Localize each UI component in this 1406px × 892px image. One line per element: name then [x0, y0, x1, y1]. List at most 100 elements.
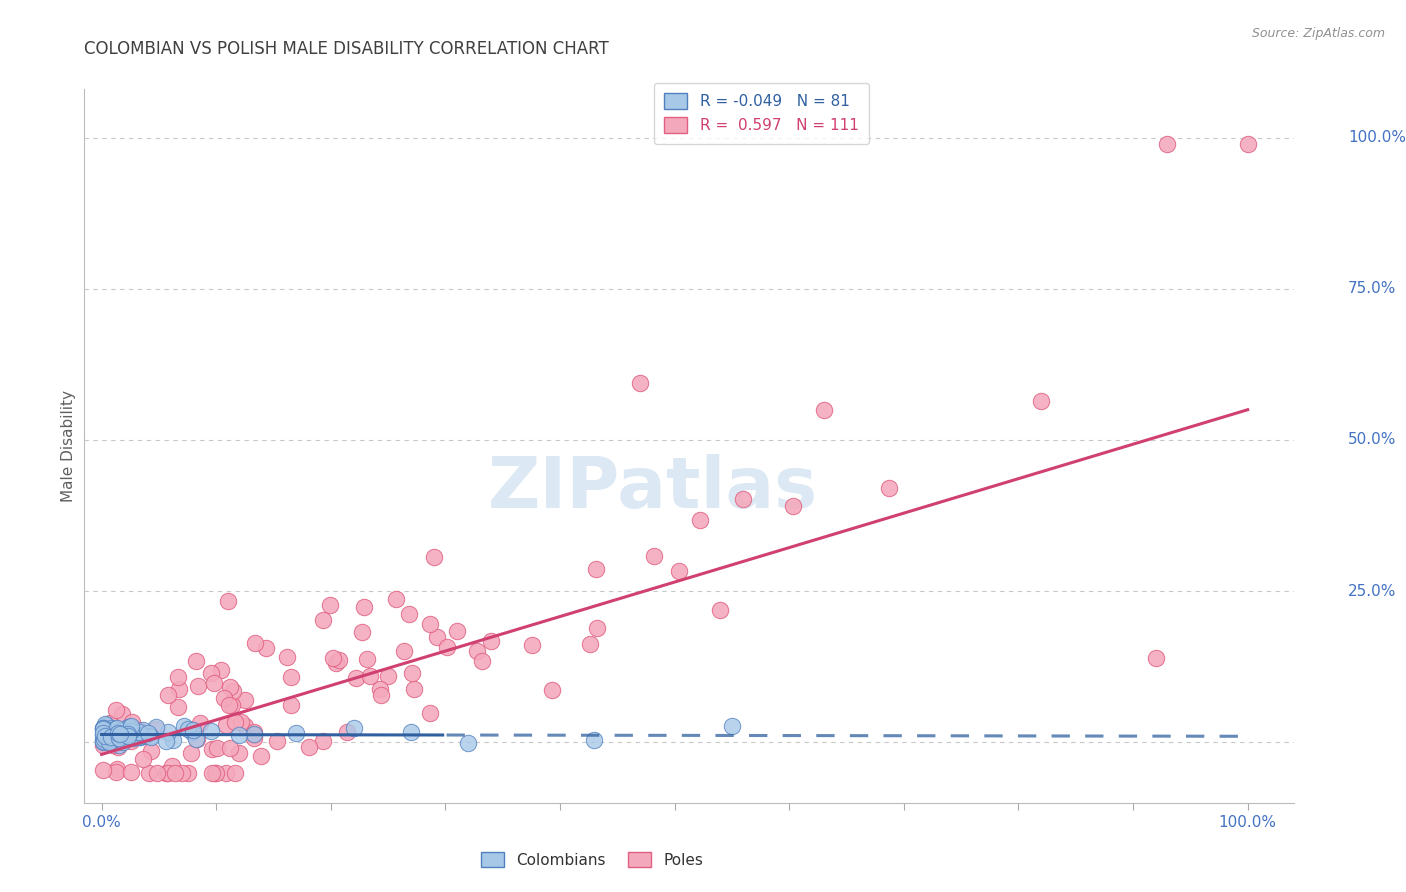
Point	[139, 744, 162, 758]
Point	[177, 765, 200, 780]
Point	[145, 721, 167, 735]
Point	[465, 644, 488, 658]
Point	[218, 741, 240, 756]
Point	[215, 765, 238, 780]
Point	[392, 644, 415, 658]
Point	[96, 730, 118, 744]
Point	[423, 549, 446, 564]
Point	[100, 721, 122, 735]
Point	[1156, 136, 1178, 151]
Point	[155, 733, 177, 747]
Point	[202, 676, 225, 690]
Point	[91, 738, 114, 752]
Point	[96, 725, 118, 739]
Point	[117, 729, 139, 743]
Point	[91, 763, 114, 777]
Point	[101, 722, 124, 736]
Point	[399, 724, 422, 739]
Point	[156, 724, 179, 739]
Point	[162, 733, 184, 747]
Point	[145, 722, 167, 736]
Point	[204, 765, 226, 780]
Point	[205, 741, 228, 756]
Point	[377, 669, 399, 683]
Point	[1144, 650, 1167, 665]
Point	[311, 734, 333, 748]
Point	[132, 728, 155, 742]
Point	[157, 688, 180, 702]
Point	[250, 749, 273, 764]
Point	[91, 721, 114, 735]
Point	[353, 599, 375, 614]
Point	[125, 730, 148, 744]
Point	[280, 698, 302, 712]
Text: ZIPatlas: ZIPatlas	[488, 454, 818, 524]
Point	[689, 513, 711, 527]
Point	[132, 723, 155, 737]
Point	[243, 728, 266, 742]
Point	[160, 759, 183, 773]
Point	[217, 594, 239, 608]
Point	[118, 720, 141, 734]
Point	[318, 598, 340, 612]
Point	[114, 730, 136, 744]
Point	[138, 765, 160, 780]
Point	[186, 732, 208, 747]
Point	[101, 729, 124, 743]
Point	[520, 638, 543, 652]
Point	[108, 731, 131, 746]
Point	[104, 765, 127, 780]
Point	[96, 729, 118, 743]
Point	[218, 681, 240, 695]
Point	[110, 733, 132, 747]
Point	[94, 716, 117, 731]
Point	[205, 765, 228, 780]
Point	[110, 733, 132, 747]
Point	[212, 690, 235, 705]
Point	[166, 670, 188, 684]
Point	[479, 634, 502, 648]
Point	[108, 739, 131, 753]
Point	[541, 682, 564, 697]
Point	[457, 736, 479, 750]
Point	[233, 719, 256, 733]
Point	[98, 726, 121, 740]
Point	[228, 747, 250, 761]
Point	[312, 613, 335, 627]
Point	[402, 681, 425, 696]
Point	[103, 735, 125, 749]
Point	[117, 720, 139, 734]
Point	[254, 640, 277, 655]
Point	[111, 729, 134, 743]
Point	[446, 624, 468, 639]
Point	[233, 692, 256, 706]
Point	[173, 719, 195, 733]
Point	[579, 637, 602, 651]
Point	[129, 731, 152, 745]
Point	[419, 706, 441, 720]
Point	[583, 732, 606, 747]
Point	[128, 730, 150, 744]
Point	[343, 721, 366, 735]
Point	[136, 726, 159, 740]
Point	[91, 725, 114, 739]
Point	[166, 700, 188, 714]
Point	[105, 763, 128, 777]
Point	[128, 723, 150, 737]
Point	[91, 735, 114, 749]
Point	[124, 726, 146, 740]
Point	[112, 724, 135, 739]
Point	[107, 730, 129, 744]
Point	[1031, 393, 1053, 408]
Point	[356, 651, 378, 665]
Point	[94, 726, 117, 740]
Point	[201, 742, 224, 756]
Point	[115, 727, 138, 741]
Point	[436, 640, 458, 654]
Point	[96, 718, 118, 732]
Point	[184, 731, 207, 746]
Point	[181, 724, 204, 739]
Point	[643, 549, 665, 564]
Legend: Colombians, Poles: Colombians, Poles	[475, 846, 710, 873]
Point	[585, 562, 607, 576]
